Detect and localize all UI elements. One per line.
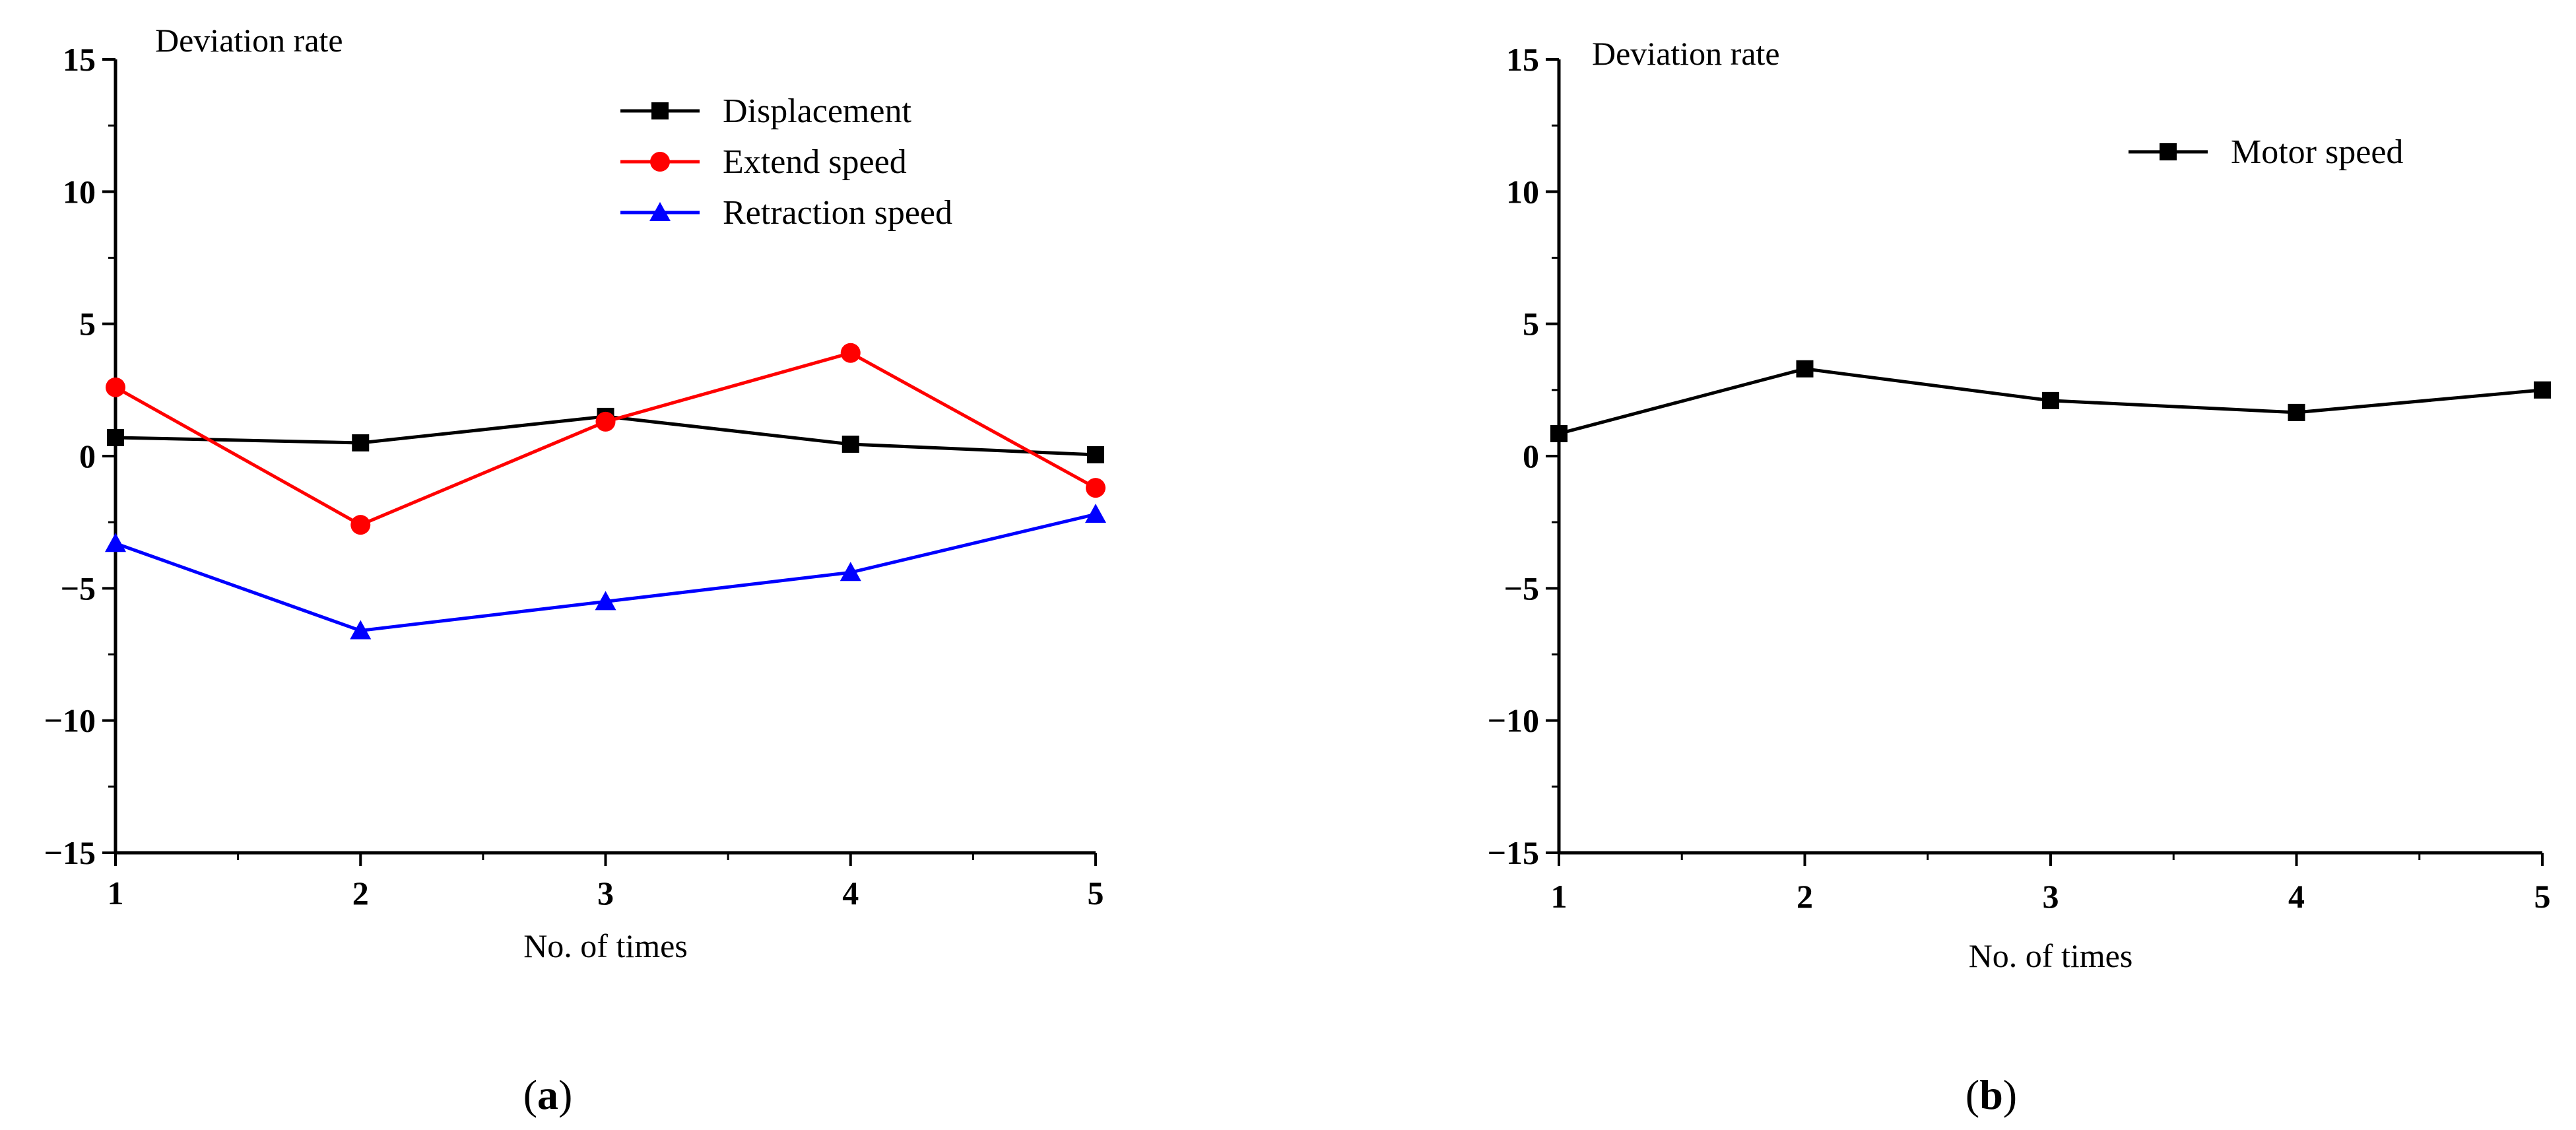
panel-b-y-axis-title: Deviation rate bbox=[1592, 35, 1780, 72]
panel-a-data-point-displacement bbox=[352, 434, 370, 451]
panel-a-x-tick-label: 3 bbox=[597, 875, 614, 912]
panel-b-y-tick-label: −5 bbox=[1504, 570, 1540, 607]
panel-a-y-tick-label: −10 bbox=[44, 702, 96, 739]
panel-a-x-tick-label: 2 bbox=[352, 875, 369, 912]
panel-a-data-point-extend-speed bbox=[106, 377, 125, 397]
panel-a-data-point-extend-speed bbox=[840, 343, 861, 363]
panel-a-data-point-displacement bbox=[842, 435, 859, 453]
panel-a-data-point-displacement bbox=[1087, 446, 1104, 463]
panel-a-data-point-retraction-speed bbox=[595, 591, 616, 611]
panel-a-legend-label-displacement: Displacement bbox=[723, 92, 911, 130]
chart-panel-b: −15 −10 −5 0 5 10 15 1 2 3 4 5 Deviation rate No. of … bbox=[1488, 35, 2551, 974]
panel-b-x-tick-label: 4 bbox=[2288, 878, 2305, 915]
panel-a-data-point-retraction-speed bbox=[840, 562, 861, 582]
caption-a: (a) bbox=[523, 1071, 573, 1118]
panel-a-x-tick-label: 1 bbox=[108, 875, 124, 912]
panel-b-data-point-motor-speed bbox=[2288, 403, 2305, 421]
panel-a-x-axis-title: No. of times bbox=[523, 927, 688, 964]
panel-a-x-tick-label: 5 bbox=[1088, 875, 1104, 912]
panel-b-data-point-motor-speed bbox=[1550, 424, 1568, 442]
panel-b-x-tick-label: 1 bbox=[1551, 878, 1568, 915]
panel-a-data-point-displacement bbox=[107, 428, 124, 446]
panel-a-y-tick-label: 0 bbox=[79, 438, 96, 475]
panel-b-x-axis-title: No. of times bbox=[1969, 937, 2133, 974]
panel-a-y-tick-label: −5 bbox=[61, 570, 96, 607]
panel-a-data-point-retraction-speed bbox=[1085, 504, 1106, 523]
panel-a-data-point-retraction-speed bbox=[105, 533, 126, 552]
panel-a-y-tick-label: −15 bbox=[44, 834, 96, 871]
chart-panel-a: −15 −10 −5 0 5 10 15 1 2 3 4 5 Deviation rate No. of … bbox=[44, 22, 1106, 964]
panel-a-data-point-retraction-speed bbox=[350, 620, 372, 640]
panel-b-y-tick-label: 15 bbox=[1506, 41, 1539, 78]
panel-b-legend-label-motor-speed: Motor speed bbox=[2231, 133, 2403, 171]
panel-a-data-point-extend-speed bbox=[1086, 478, 1106, 498]
panel-b-x-tick-label: 3 bbox=[2043, 878, 2059, 915]
caption-b: (b) bbox=[1965, 1071, 2017, 1118]
panel-b-x-tick-label: 5 bbox=[2534, 878, 2551, 915]
panel-a-y-tick-label: 5 bbox=[79, 306, 96, 343]
panel-a-y-tick-label: 10 bbox=[63, 173, 96, 210]
panel-a-legend-label-extend-speed: Extend speed bbox=[723, 143, 907, 181]
panel-b-y-tick-label: −10 bbox=[1488, 702, 1540, 739]
panel-a-y-tick-label: 15 bbox=[63, 41, 96, 78]
panel-b-legend-marker-motor-speed bbox=[2160, 143, 2177, 160]
panel-b-data-point-motor-speed bbox=[2534, 381, 2551, 399]
panel-b-y-tick-label: 10 bbox=[1506, 173, 1539, 210]
panel-a-legend-label-retraction-speed: Retraction speed bbox=[723, 194, 952, 232]
panel-b-data-point-motor-speed bbox=[1796, 360, 1814, 378]
panel-a-x-tick-label: 4 bbox=[842, 875, 859, 912]
panel-b-y-tick-label: −15 bbox=[1488, 834, 1540, 871]
panel-a-data-point-extend-speed bbox=[595, 411, 616, 432]
panel-a-legend-marker-retraction-speed bbox=[649, 202, 671, 221]
panel-a-data-point-extend-speed bbox=[350, 515, 371, 535]
panel-a-legend-marker-displacement bbox=[651, 102, 669, 119]
panel-b-y-tick-label: 5 bbox=[1523, 306, 1539, 343]
panel-a-legend-marker-extend-speed bbox=[650, 152, 670, 172]
panel-b-x-tick-label: 2 bbox=[1797, 878, 1813, 915]
panel-b-data-point-motor-speed bbox=[2042, 391, 2059, 409]
panel-b-y-tick-label: 0 bbox=[1523, 438, 1539, 475]
panel-a-y-axis-title: Deviation rate bbox=[155, 22, 343, 59]
